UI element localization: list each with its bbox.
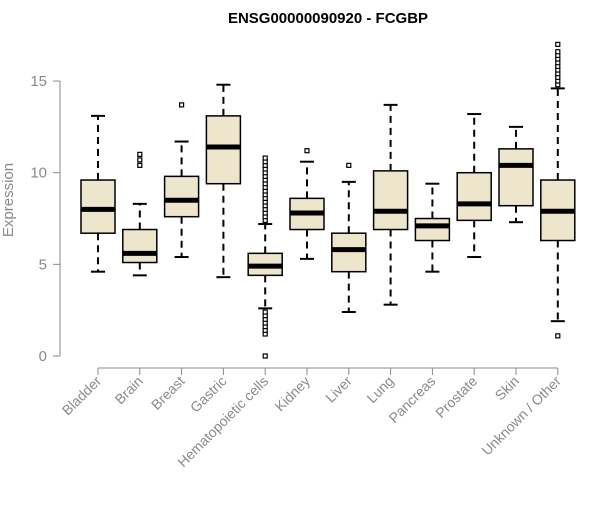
x-axis-tick-label: Brain <box>111 373 145 407</box>
outlier-point <box>137 151 143 157</box>
box-hematopoietic-cells <box>247 155 283 359</box>
outlier-point <box>179 102 185 108</box>
x-axis-tick-label: Liver <box>322 373 355 406</box>
outlier-point <box>555 49 561 55</box>
box-unknown-other <box>540 41 576 339</box>
y-axis-tick-label: 15 <box>30 73 47 90</box>
iqr-box <box>498 148 534 207</box>
box-gastric <box>205 83 242 279</box>
iqr-box <box>163 175 200 218</box>
axes: 0 5 10 15 <box>30 73 559 375</box>
outlier-point <box>262 353 268 359</box>
x-axis-tick-label: Kidney <box>272 373 314 415</box>
x-axis-tick-label: Lung <box>363 373 396 406</box>
y-axis-tick-label: 0 <box>39 348 47 365</box>
chart-title: ENSG00000090920 - FCGBP <box>228 10 428 27</box>
box-lung <box>372 103 409 306</box>
box-bladder <box>80 114 116 273</box>
x-axis-tick-label: Bladder <box>59 373 105 419</box>
outlier-point <box>555 41 561 47</box>
outlier-point <box>304 148 310 154</box>
y-axis-label: Expression <box>0 163 17 237</box>
box-liver <box>331 162 367 314</box>
box-pancreas <box>414 182 451 273</box>
iqr-box <box>372 170 409 231</box>
y-axis-tick-label: 10 <box>30 165 47 182</box>
iqr-box <box>414 217 451 242</box>
outlier-point <box>262 309 268 315</box>
box-brain <box>122 151 158 277</box>
boxes <box>80 41 576 359</box>
iqr-box <box>80 179 116 234</box>
iqr-box <box>122 228 158 264</box>
box-kidney <box>289 148 325 260</box>
box-prostate <box>456 113 492 259</box>
outlier-point <box>555 333 561 339</box>
outlier-point <box>137 157 143 163</box>
box-breast <box>163 102 200 259</box>
box-skin <box>498 125 534 224</box>
x-axis-tick-label: Unknown / Other <box>478 373 564 459</box>
outlier-point <box>137 162 143 168</box>
outlier-point <box>346 162 352 168</box>
outlier-point <box>262 155 268 161</box>
iqr-box <box>205 115 242 185</box>
x-axis-tick-label: Breast <box>148 373 188 413</box>
iqr-box <box>331 232 367 273</box>
iqr-box <box>456 171 492 222</box>
x-axis-tick-label: Prostate <box>432 373 480 421</box>
y-axis-tick-label: 5 <box>39 256 47 273</box>
x-axis-tick-label: Skin <box>492 373 523 404</box>
